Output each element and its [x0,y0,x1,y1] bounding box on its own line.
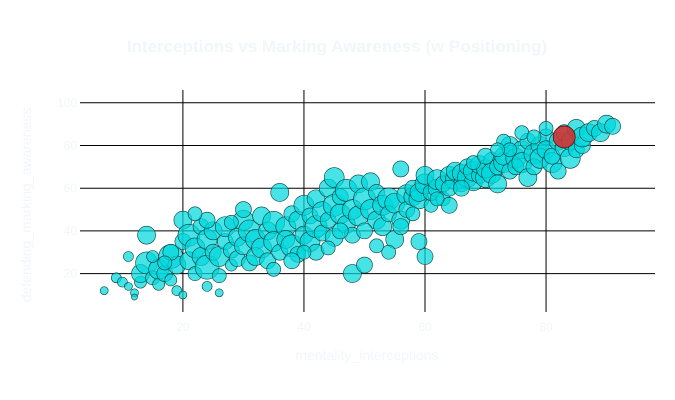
x-tick-label: 40 [297,320,311,334]
data-point [538,121,554,136]
data-point [235,201,252,218]
data-point [198,211,216,229]
data-point [283,252,301,270]
x-tick-label: 80 [539,320,553,334]
data-point [131,293,138,301]
data-point [604,117,621,135]
data-point [381,244,396,260]
data-point [211,268,227,284]
data-point [296,244,312,260]
data-point [453,179,470,197]
data-point [178,290,188,300]
data-point [214,288,224,298]
data-point [266,262,281,277]
highlight-point-layer [552,125,576,149]
data-point [331,222,349,240]
data-point [146,250,159,263]
y-tick-label: 80 [64,139,78,153]
x-axis-title: mentality_interceptions [295,347,438,363]
chart-title: Interceptions vs Marking Awareness (w Po… [127,37,547,56]
x-tick-label: 20 [176,320,190,334]
data-point [477,147,494,165]
data-point [320,240,336,256]
data-point [392,218,410,235]
data-point [137,225,156,245]
data-point [356,222,373,240]
data-point [490,142,505,158]
data-point [356,256,373,274]
data-point [157,255,173,271]
scatter-points [99,114,621,301]
data-point [440,196,458,214]
x-tick-label: 60 [418,320,432,334]
x-tick-labels: 20 40 60 80 [176,320,553,334]
data-point [270,183,290,202]
y-tick-label: 40 [64,224,78,238]
data-point [369,238,384,254]
y-tick-label: 20 [64,267,78,281]
data-point [549,162,567,180]
data-point [124,282,133,291]
data-point [164,273,178,287]
data-point [123,251,134,262]
y-tick-labels: 20 40 60 80 100 [57,96,77,281]
data-point [187,206,203,222]
data-point [429,191,445,207]
data-point [405,206,421,222]
data-point [99,286,109,295]
data-point [392,160,410,178]
data-point [526,129,542,145]
data-point [343,264,362,283]
highlight-point [552,125,576,149]
data-point [488,174,507,194]
data-point [201,281,213,292]
y-axis-title: defending_marking_awareness [18,108,34,303]
data-point [224,215,239,230]
data-point [410,233,428,250]
data-point [416,248,434,265]
y-tick-label: 100 [57,96,77,110]
y-tick-label: 60 [64,181,78,195]
